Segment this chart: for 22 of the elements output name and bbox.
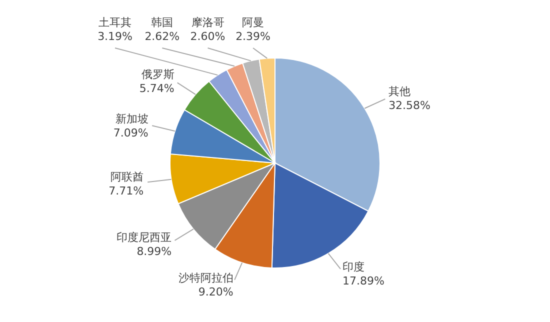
data-label: 7.71% (108, 184, 144, 198)
data-label: 2.60% (190, 30, 226, 43)
slice-label: 印度尼西亚 (116, 230, 172, 244)
slice-label: 新加坡 (115, 112, 148, 126)
data-label: 9.20% (198, 286, 234, 299)
slice-label: 印度 (342, 260, 365, 274)
slice-label: 摩洛哥 (191, 16, 224, 29)
slice-label: 其他 (388, 84, 411, 98)
data-label: 2.62% (144, 30, 180, 43)
data-label: 8.99% (136, 244, 172, 258)
data-label: 32.58% (388, 98, 431, 112)
slice-label: 韩国 (151, 16, 174, 29)
data-label: 7.09% (113, 126, 148, 140)
slice-label: 沙特阿拉伯 (178, 272, 234, 285)
slice-label: 阿曼 (242, 16, 264, 29)
slice-label: 阿联酋 (110, 170, 144, 184)
data-label: 17.89% (342, 274, 384, 288)
data-label: 3.19% (98, 30, 133, 43)
slice-label: 俄罗斯 (141, 68, 174, 82)
slice-label: 土耳其 (98, 16, 132, 29)
data-label: 2.39% (236, 30, 271, 43)
data-label: 5.74% (139, 82, 174, 96)
